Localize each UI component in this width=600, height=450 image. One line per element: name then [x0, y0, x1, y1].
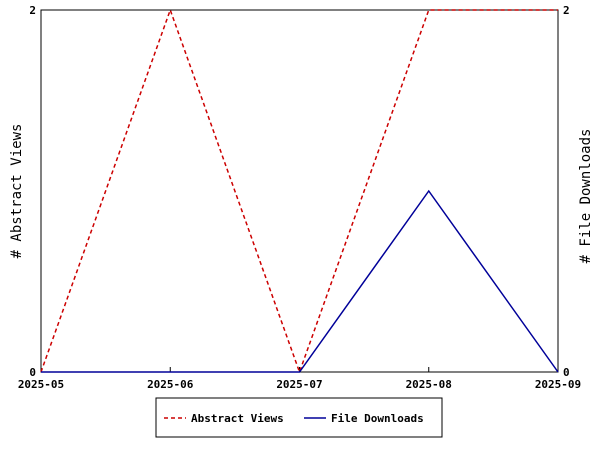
y-right-tick-label-top: 2	[563, 4, 570, 17]
y-axis-right-title: # File Downloads	[578, 129, 594, 264]
y-left-tick-label-top: 2	[29, 4, 36, 17]
legend-label-file-downloads: File Downloads	[331, 412, 424, 425]
legend-label-abstract-views: Abstract Views	[191, 412, 284, 425]
y-axis-left-title: # Abstract Views	[9, 124, 25, 259]
series-line-abstract-views	[40, 7, 558, 375]
series-layer	[40, 7, 559, 375]
plot-area	[40, 9, 559, 373]
series-line-file-downloads	[41, 189, 559, 373]
x-tick-label: 2025-05	[18, 378, 64, 391]
legend: Abstract Views File Downloads	[155, 397, 443, 438]
x-tick-label: 2025-07	[276, 378, 322, 391]
x-tick-label: 2025-08	[406, 378, 452, 391]
y-right-tick-label-bottom: 0	[563, 366, 570, 379]
y-left-tick-label-bottom: 0	[29, 366, 36, 379]
x-axis-ticks: 2025-05 2025-06 2025-07 2025-08 2025-09	[18, 367, 581, 391]
x-tick-label: 2025-09	[535, 378, 581, 391]
legend-box	[155, 397, 443, 438]
x-tick-label: 2025-06	[147, 378, 194, 391]
